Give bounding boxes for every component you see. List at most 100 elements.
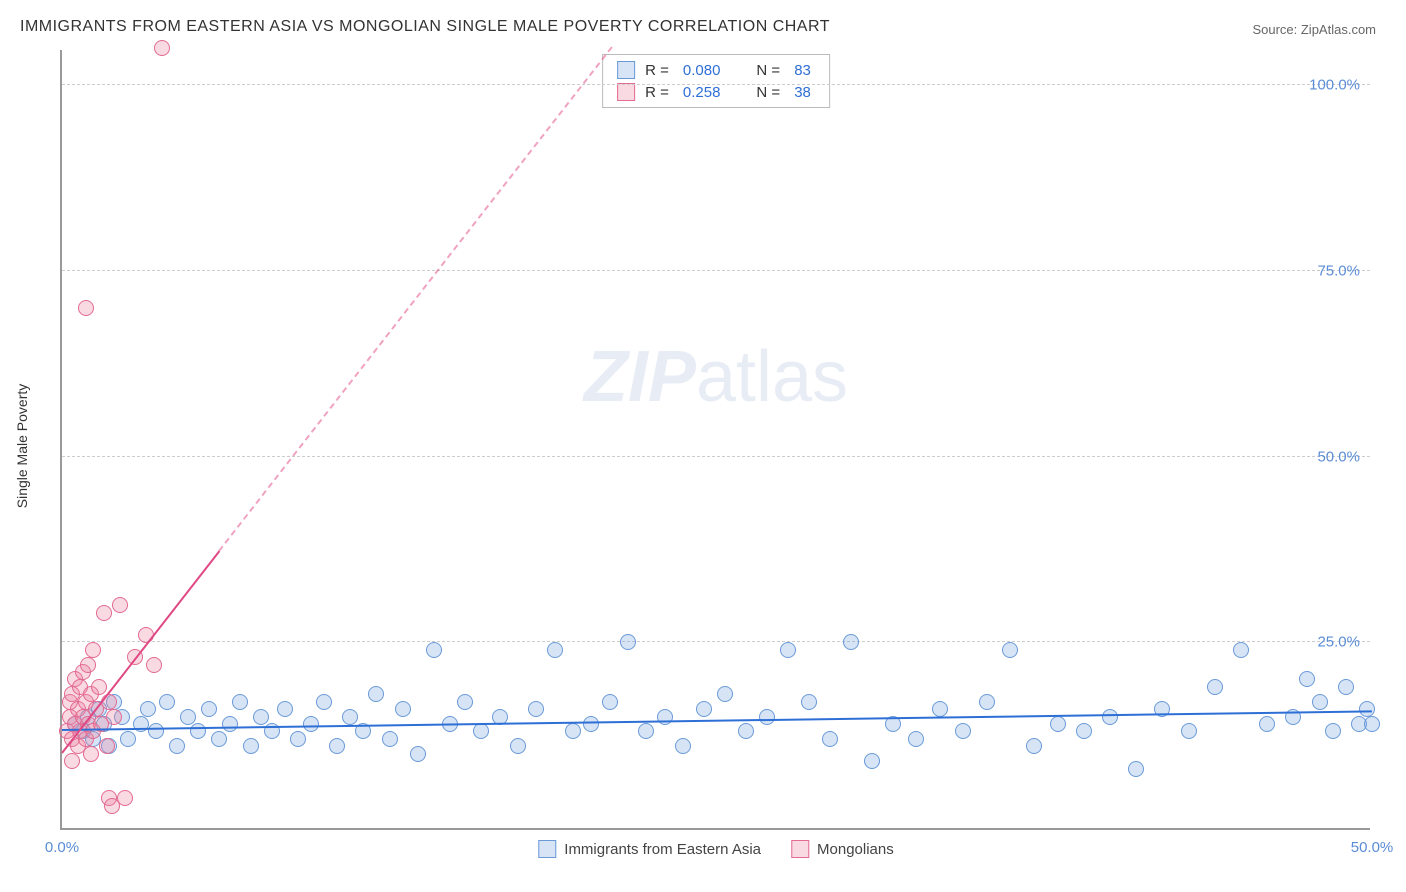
scatter-point <box>473 723 489 739</box>
scatter-point <box>120 731 136 747</box>
scatter-point <box>80 657 96 673</box>
scatter-point <box>1102 709 1118 725</box>
plot-area: ZIPatlas R =0.080N =83R =0.258N =38 Immi… <box>60 50 1370 830</box>
stat-r-value: 0.080 <box>683 62 721 79</box>
ytick-label: 25.0% <box>1317 634 1360 651</box>
scatter-point <box>1325 723 1341 739</box>
scatter-point <box>96 605 112 621</box>
legend-swatch <box>538 840 556 858</box>
scatter-point <box>382 731 398 747</box>
chart-title: IMMIGRANTS FROM EASTERN ASIA VS MONGOLIA… <box>20 18 830 36</box>
scatter-point <box>190 723 206 739</box>
scatter-point <box>1026 738 1042 754</box>
bottom-legend: Immigrants from Eastern Asia Mongolians <box>538 840 893 858</box>
scatter-point <box>1299 671 1315 687</box>
scatter-point <box>1128 761 1144 777</box>
scatter-point <box>1207 679 1223 695</box>
scatter-point <box>154 40 170 56</box>
bottom-legend-item: Immigrants from Eastern Asia <box>538 840 761 858</box>
gridline <box>62 84 1370 85</box>
scatter-point <box>277 701 293 717</box>
scatter-point <box>395 701 411 717</box>
scatter-point <box>1181 723 1197 739</box>
scatter-point <box>253 709 269 725</box>
stat-n-label: N = <box>756 84 780 101</box>
legend-swatch <box>791 840 809 858</box>
scatter-point <box>83 746 99 762</box>
scatter-point <box>602 694 618 710</box>
scatter-point <box>1259 716 1275 732</box>
scatter-point <box>932 701 948 717</box>
scatter-point <box>1338 679 1354 695</box>
scatter-point <box>232 694 248 710</box>
scatter-point <box>696 701 712 717</box>
ytick-label: 75.0% <box>1317 262 1360 279</box>
scatter-point <box>342 709 358 725</box>
scatter-point <box>738 723 754 739</box>
gridline <box>62 456 1370 457</box>
gridline <box>62 270 1370 271</box>
scatter-point <box>547 642 563 658</box>
scatter-point <box>91 679 107 695</box>
xtick-label: 0.0% <box>45 839 79 856</box>
scatter-point <box>864 753 880 769</box>
scatter-point <box>780 642 796 658</box>
stat-n-value: 38 <box>794 84 811 101</box>
scatter-point <box>106 709 122 725</box>
scatter-point <box>717 686 733 702</box>
watermark: ZIPatlas <box>584 336 848 418</box>
gridline <box>62 641 1370 642</box>
scatter-point <box>1233 642 1249 658</box>
source-attribution: Source: ZipAtlas.com <box>1252 22 1376 37</box>
y-axis-label: Single Male Poverty <box>14 384 30 509</box>
scatter-point <box>1364 716 1380 732</box>
scatter-point <box>843 634 859 650</box>
scatter-point <box>510 738 526 754</box>
scatter-point <box>316 694 332 710</box>
scatter-point <box>201 701 217 717</box>
scatter-point <box>78 300 94 316</box>
scatter-point <box>1050 716 1066 732</box>
scatter-point <box>1312 694 1328 710</box>
scatter-point <box>159 694 175 710</box>
scatter-point <box>99 738 115 754</box>
scatter-point <box>1002 642 1018 658</box>
scatter-point <box>979 694 995 710</box>
ytick-label: 50.0% <box>1317 448 1360 465</box>
stat-n-value: 83 <box>794 62 811 79</box>
stats-legend: R =0.080N =83R =0.258N =38 <box>602 54 830 108</box>
scatter-point <box>222 716 238 732</box>
scatter-point <box>329 738 345 754</box>
scatter-point <box>1359 701 1375 717</box>
legend-swatch <box>617 61 635 79</box>
scatter-point <box>290 731 306 747</box>
scatter-point <box>112 597 128 613</box>
scatter-point <box>801 694 817 710</box>
stats-legend-row: R =0.080N =83 <box>603 59 829 81</box>
scatter-point <box>638 723 654 739</box>
scatter-point <box>528 701 544 717</box>
bottom-legend-item: Mongolians <box>791 840 894 858</box>
scatter-point <box>457 694 473 710</box>
stat-n-label: N = <box>756 62 780 79</box>
scatter-point <box>85 642 101 658</box>
trend-line <box>218 46 613 551</box>
scatter-point <box>243 738 259 754</box>
xtick-label: 50.0% <box>1351 839 1394 856</box>
scatter-point <box>675 738 691 754</box>
legend-swatch <box>617 83 635 101</box>
scatter-point <box>117 790 133 806</box>
scatter-point <box>955 723 971 739</box>
stat-r-value: 0.258 <box>683 84 721 101</box>
scatter-point <box>583 716 599 732</box>
scatter-point <box>822 731 838 747</box>
scatter-point <box>146 657 162 673</box>
scatter-point <box>148 723 164 739</box>
scatter-point <box>1076 723 1092 739</box>
scatter-point <box>565 723 581 739</box>
scatter-point <box>64 753 80 769</box>
scatter-point <box>908 731 924 747</box>
stat-r-label: R = <box>645 84 669 101</box>
scatter-point <box>180 709 196 725</box>
scatter-point <box>368 686 384 702</box>
